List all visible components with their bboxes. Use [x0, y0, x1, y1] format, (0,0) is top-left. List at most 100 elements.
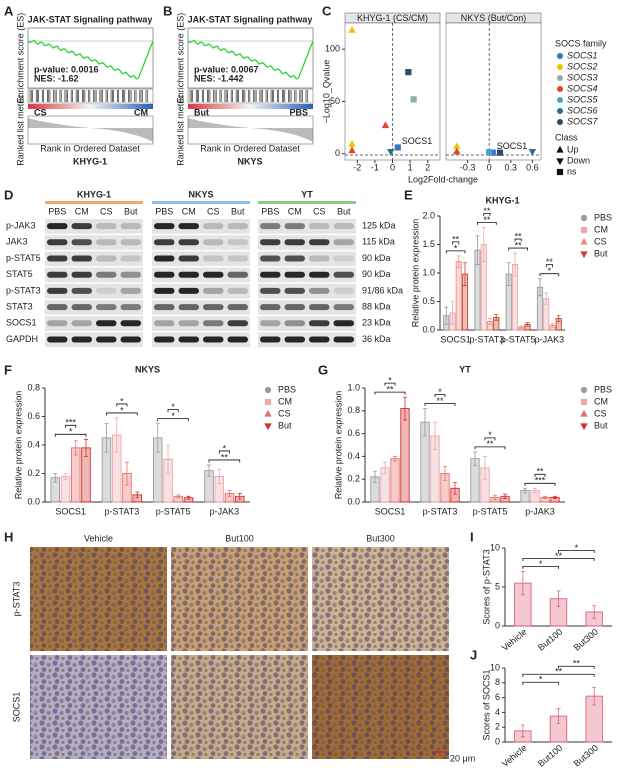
band [71, 287, 92, 294]
error-bar [556, 315, 561, 322]
error-bar [592, 605, 597, 619]
error-bar [463, 262, 467, 286]
legend-label: SOCS7 [567, 116, 599, 126]
band [333, 255, 354, 262]
significance-bracket [208, 459, 241, 463]
y-axis-label: Relative protein expression [333, 391, 343, 500]
error-bar [217, 468, 222, 484]
legend-label: SOCS4 [567, 83, 598, 93]
rank-ylabel: Ranked list metric [15, 94, 25, 166]
rank-frame [27, 115, 154, 145]
lane-label: But [124, 206, 138, 216]
significance-label: ** [555, 551, 563, 561]
blot-background [45, 235, 143, 250]
point [348, 26, 356, 33]
band [120, 320, 141, 327]
es-plot-frame [27, 27, 154, 89]
significance-label: * [488, 430, 492, 440]
error-bar [423, 408, 427, 437]
band [178, 239, 199, 246]
band [284, 304, 305, 311]
error-bar [533, 487, 537, 494]
band [71, 239, 92, 246]
x-tick-label: But100 [536, 627, 564, 653]
band [227, 255, 248, 262]
legend-label: But [594, 420, 608, 430]
significance-bracket [484, 437, 496, 441]
error-bar [443, 466, 447, 481]
lane-label: PBS [155, 206, 173, 216]
significance-label: * [223, 443, 227, 453]
panel-letter: F [4, 362, 12, 377]
legend-marker [580, 214, 588, 222]
error-bar [519, 325, 524, 329]
gsea-xlabel: Rank in Ordered Dataset [200, 143, 300, 153]
gsea-title: JAK-STAT Signaling pathway [188, 14, 313, 24]
y-tick-label: 5 [495, 581, 500, 591]
band [178, 320, 199, 327]
band [96, 255, 117, 262]
bar [60, 475, 71, 503]
legend-label: But [594, 248, 608, 258]
x-tick-label: -1 [371, 162, 379, 172]
error-bar [84, 438, 88, 457]
y-tick-label: 2 [495, 722, 500, 732]
band [309, 304, 330, 311]
error-bar [125, 461, 129, 486]
band [71, 336, 92, 343]
band [227, 287, 248, 294]
blot-background [258, 219, 356, 234]
significance-label: ** [483, 206, 491, 216]
significance-bracket [65, 424, 77, 428]
legend-label: But [278, 420, 292, 430]
error-bar [525, 322, 530, 327]
significance-bracket [218, 450, 230, 454]
lane-label: CS [207, 206, 220, 216]
band [333, 320, 354, 327]
error-bar [53, 473, 58, 483]
band [154, 255, 175, 262]
band [154, 304, 175, 311]
band [333, 271, 354, 278]
x-tick-label: p-JAK3 [525, 506, 555, 516]
point [528, 149, 537, 156]
significance-label: ** [486, 439, 494, 449]
band [260, 223, 281, 230]
band [71, 223, 92, 230]
error-bar [63, 473, 68, 480]
error-bar [523, 487, 527, 494]
blot-background [45, 332, 143, 348]
x-tick-label: 0.6 [526, 162, 539, 172]
band [47, 320, 68, 327]
band [154, 287, 175, 294]
significance-bracket [54, 433, 87, 437]
column-label: Vehicle [84, 533, 113, 543]
bar [70, 447, 81, 503]
nes: NES: -1.62 [34, 73, 79, 83]
x-tick-label: Vehicle [500, 743, 529, 768]
significance-label: * [539, 675, 543, 685]
legend-marker [580, 409, 588, 417]
band [260, 320, 281, 327]
error-bar [135, 491, 140, 499]
lane-label: CS [100, 206, 113, 216]
x-tick-label: p-JAK3 [535, 334, 565, 344]
y-tick-label: 6 [495, 692, 500, 702]
gsea-title: JAK-STAT Signaling pathway [28, 14, 153, 24]
error-bar [433, 421, 437, 450]
y-tick-label: 0.4 [27, 439, 40, 449]
bar [455, 261, 462, 331]
significance-bracket [522, 673, 595, 677]
lane-label: But [231, 206, 245, 216]
error-bar [155, 423, 160, 453]
legend-marker [557, 75, 563, 81]
y-tick-label: 10 [490, 662, 500, 672]
left-group: But [194, 107, 209, 117]
significance-label: *** [535, 476, 546, 486]
band [260, 304, 281, 311]
y-tick-label: 1.5 [422, 239, 435, 249]
legend-title: SOCS family [555, 38, 607, 48]
legend-label: SOCS6 [567, 105, 598, 115]
significance-label: * [438, 387, 442, 397]
es-ylabel: Enrichment score (ES) [15, 13, 25, 104]
